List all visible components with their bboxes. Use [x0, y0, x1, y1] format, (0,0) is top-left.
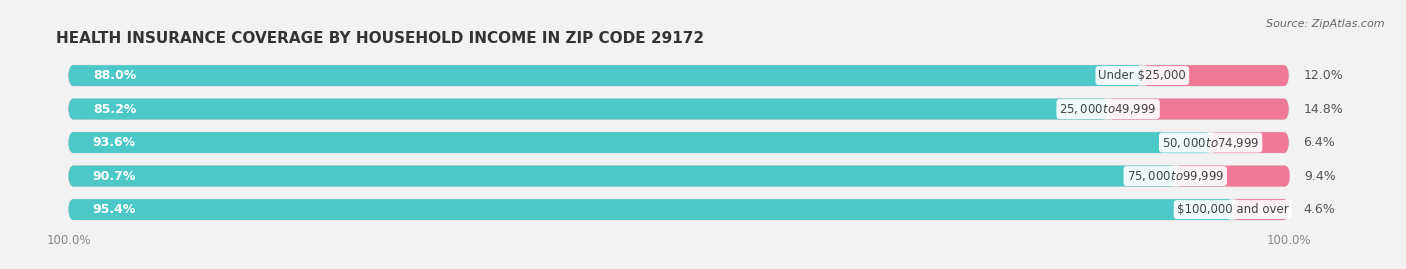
FancyBboxPatch shape [69, 65, 1142, 86]
Text: 12.0%: 12.0% [1303, 69, 1343, 82]
FancyBboxPatch shape [69, 65, 1289, 86]
Text: 6.4%: 6.4% [1303, 136, 1336, 149]
Text: 88.0%: 88.0% [93, 69, 136, 82]
FancyBboxPatch shape [69, 99, 1289, 119]
Text: 93.6%: 93.6% [93, 136, 136, 149]
FancyBboxPatch shape [1211, 132, 1289, 153]
Text: $25,000 to $49,999: $25,000 to $49,999 [1059, 102, 1157, 116]
Text: $50,000 to $74,999: $50,000 to $74,999 [1161, 136, 1260, 150]
Text: 4.6%: 4.6% [1303, 203, 1336, 216]
FancyBboxPatch shape [69, 99, 1108, 119]
FancyBboxPatch shape [1142, 65, 1289, 86]
FancyBboxPatch shape [69, 132, 1289, 153]
FancyBboxPatch shape [69, 132, 1211, 153]
Text: 9.4%: 9.4% [1305, 169, 1336, 183]
FancyBboxPatch shape [69, 166, 1289, 186]
FancyBboxPatch shape [1108, 99, 1289, 119]
FancyBboxPatch shape [69, 166, 1175, 186]
Text: 85.2%: 85.2% [93, 102, 136, 116]
FancyBboxPatch shape [1233, 199, 1289, 220]
FancyBboxPatch shape [69, 199, 1233, 220]
Text: 14.8%: 14.8% [1303, 102, 1343, 116]
Text: Under $25,000: Under $25,000 [1098, 69, 1187, 82]
Text: $100,000 and over: $100,000 and over [1177, 203, 1288, 216]
Text: Source: ZipAtlas.com: Source: ZipAtlas.com [1267, 19, 1385, 29]
Text: 90.7%: 90.7% [93, 169, 136, 183]
Text: HEALTH INSURANCE COVERAGE BY HOUSEHOLD INCOME IN ZIP CODE 29172: HEALTH INSURANCE COVERAGE BY HOUSEHOLD I… [56, 31, 704, 46]
Text: 95.4%: 95.4% [93, 203, 136, 216]
FancyBboxPatch shape [69, 199, 1289, 220]
FancyBboxPatch shape [1175, 166, 1289, 186]
Text: $75,000 to $99,999: $75,000 to $99,999 [1126, 169, 1225, 183]
